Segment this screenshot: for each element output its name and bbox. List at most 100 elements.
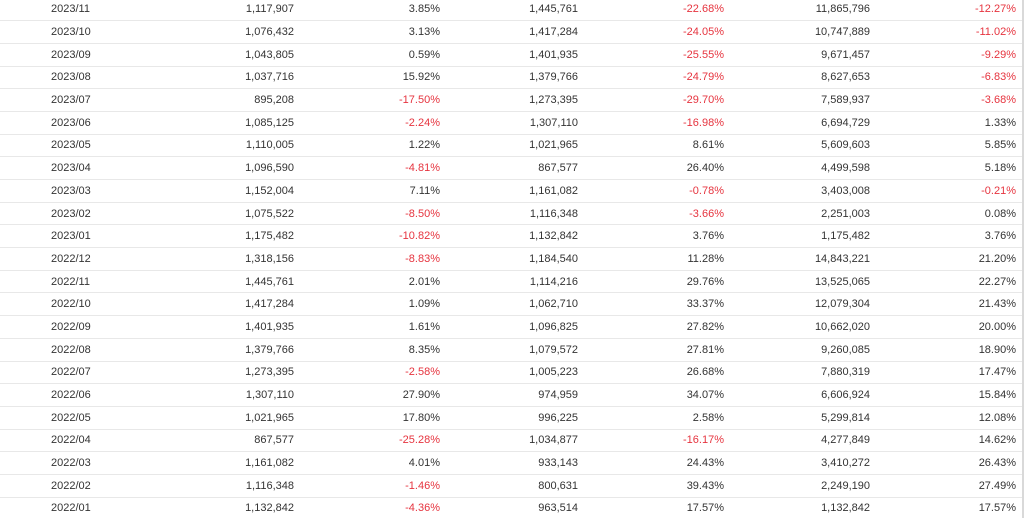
month-cell: 2022/08 [0, 338, 91, 362]
change-cell: 3.13% [300, 20, 446, 44]
table-row: 2023/10 1,076,432 3.13% 1,417,284 -24.05% 10,… [0, 20, 1022, 44]
cumulative-value-cell: 1,132,842 [730, 497, 876, 518]
cumulative-value-cell: 4,499,598 [730, 156, 876, 180]
compare-value-cell: 1,034,877 [446, 429, 584, 453]
table-row: 2023/04 1,096,590 -4.81% 867,577 26.40% 4,499… [0, 156, 1022, 180]
compare-value-cell: 1,005,223 [446, 361, 584, 385]
change-cell: -25.28% [300, 429, 446, 453]
cumulative-value-cell: 10,662,020 [730, 315, 876, 339]
change-cell: 27.90% [300, 383, 446, 407]
cumulative-value-cell: 5,299,814 [730, 406, 876, 430]
compare-value-cell: 1,401,935 [446, 43, 584, 67]
month-cell: 2022/09 [0, 315, 91, 339]
compare-value-cell: 1,184,540 [446, 247, 584, 271]
cumulative-change-cell: 1.33% [876, 111, 1022, 135]
change-cell: 8.35% [300, 338, 446, 362]
compare-change-cell: 3.76% [584, 224, 730, 249]
value-cell: 1,175,482 [90, 224, 300, 249]
table-row: 2022/08 1,379,766 8.35% 1,079,572 27.81% 9,26… [0, 338, 1022, 362]
month-cell: 2022/11 [0, 270, 90, 294]
compare-change-cell: 26.68% [584, 361, 730, 385]
table-row: 2022/03 1,161,082 4.01% 933,143 24.43% 3,410,… [0, 451, 1022, 475]
change-cell: -1.46% [300, 474, 446, 498]
compare-change-cell: -3.66% [584, 202, 730, 226]
table-row: 2023/06 1,085,125 -2.24% 1,307,110 -16.98% 6,… [0, 111, 1022, 135]
cumulative-change-cell: -0.21% [876, 179, 1022, 203]
cumulative-change-cell: 14.62% [876, 429, 1022, 453]
compare-change-cell: -0.78% [584, 179, 730, 203]
compare-change-cell: 2.58% [584, 406, 730, 430]
value-cell: 1,273,395 [90, 361, 300, 385]
compare-change-cell: 11.28% [584, 247, 730, 271]
compare-change-cell: 8.61% [584, 134, 730, 158]
compare-value-cell: 1,161,082 [446, 179, 584, 203]
value-cell: 895,208 [90, 88, 300, 112]
month-cell: 2022/05 [0, 406, 91, 430]
value-cell: 1,110,005 [90, 134, 300, 158]
compare-value-cell: 1,116,348 [446, 202, 584, 226]
cumulative-value-cell: 13,525,065 [730, 270, 876, 294]
compare-value-cell: 963,514 [446, 497, 584, 518]
compare-value-cell: 1,132,842 [446, 224, 584, 249]
value-cell: 1,401,935 [90, 315, 300, 339]
cumulative-value-cell: 2,251,003 [730, 202, 876, 226]
compare-change-cell: 34.07% [584, 383, 730, 407]
cumulative-value-cell: 1,175,482 [730, 224, 876, 249]
month-cell: 2022/10 [0, 292, 91, 317]
cumulative-change-cell: 21.20% [876, 247, 1022, 271]
cumulative-value-cell: 2,249,190 [730, 474, 876, 498]
cumulative-value-cell: 9,671,457 [730, 43, 876, 67]
value-cell: 1,152,004 [90, 179, 300, 203]
compare-value-cell: 867,577 [446, 156, 584, 180]
table-row: 2022/11 1,445,761 2.01% 1,114,216 29.76% 13,5… [0, 270, 1022, 294]
compare-value-cell: 1,445,761 [446, 0, 584, 22]
month-cell: 2023/09 [0, 43, 91, 67]
month-cell: 2023/10 [0, 20, 91, 44]
cumulative-change-cell: 20.00% [876, 315, 1022, 339]
value-cell: 1,132,842 [90, 497, 300, 518]
value-cell: 1,116,348 [90, 474, 300, 498]
cumulative-change-cell: 0.08% [876, 202, 1022, 226]
cumulative-change-cell: 26.43% [876, 451, 1022, 475]
compare-value-cell: 1,021,965 [446, 134, 584, 158]
compare-change-cell: 27.82% [584, 315, 730, 339]
change-cell: -2.58% [300, 361, 446, 385]
table-row: 2022/05 1,021,965 17.80% 996,225 2.58% 5,299,… [0, 406, 1022, 430]
value-cell: 1,379,766 [90, 338, 300, 362]
change-cell: 7.11% [300, 179, 446, 203]
value-cell: 1,117,907 [90, 0, 300, 22]
change-cell: -10.82% [300, 224, 446, 249]
compare-value-cell: 974,959 [446, 383, 584, 407]
cumulative-value-cell: 10,747,889 [730, 20, 876, 44]
table-row: 2022/07 1,273,395 -2.58% 1,005,223 26.68% 7,8… [0, 361, 1022, 385]
value-cell: 1,307,110 [90, 383, 300, 407]
cumulative-change-cell: -12.27% [876, 0, 1022, 22]
value-cell: 1,075,522 [90, 202, 300, 226]
compare-value-cell: 1,079,572 [446, 338, 584, 362]
table-row: 2022/02 1,116,348 -1.46% 800,631 39.43% 2,249… [0, 474, 1022, 498]
change-cell: 0.59% [300, 43, 446, 67]
table-row: 2022/12 1,318,156 -8.83% 1,184,540 11.28% 14,… [0, 247, 1022, 271]
compare-value-cell: 800,631 [446, 474, 584, 498]
compare-value-cell: 1,062,710 [446, 292, 584, 317]
month-cell: 2023/05 [0, 134, 91, 158]
cumulative-value-cell: 6,694,729 [730, 111, 876, 135]
table-row: 2023/01 1,175,482 -10.82% 1,132,842 3.76% 1,1… [0, 224, 1022, 249]
cumulative-change-cell: 17.47% [876, 361, 1022, 385]
scrollbar-edge[interactable] [1022, 0, 1024, 518]
compare-value-cell: 996,225 [446, 406, 584, 430]
value-cell: 1,076,432 [90, 20, 300, 44]
cumulative-value-cell: 3,410,272 [730, 451, 876, 475]
compare-change-cell: -24.79% [584, 66, 730, 90]
cumulative-change-cell: 27.49% [876, 474, 1022, 498]
cumulative-change-cell: -6.83% [876, 66, 1022, 90]
value-cell: 867,577 [90, 429, 300, 453]
table-row: 2023/05 1,110,005 1.22% 1,021,965 8.61% 5,609… [0, 134, 1022, 158]
table-row: 2023/07 895,208 -17.50% 1,273,395 -29.70% 7,5… [0, 88, 1022, 112]
compare-change-cell: 33.37% [584, 292, 730, 317]
table-row: 2023/02 1,075,522 -8.50% 1,116,348 -3.66% 2,2… [0, 202, 1022, 226]
cumulative-change-cell: -11.02% [876, 20, 1022, 44]
cumulative-change-cell: 12.08% [876, 406, 1022, 430]
value-cell: 1,037,716 [90, 66, 300, 90]
